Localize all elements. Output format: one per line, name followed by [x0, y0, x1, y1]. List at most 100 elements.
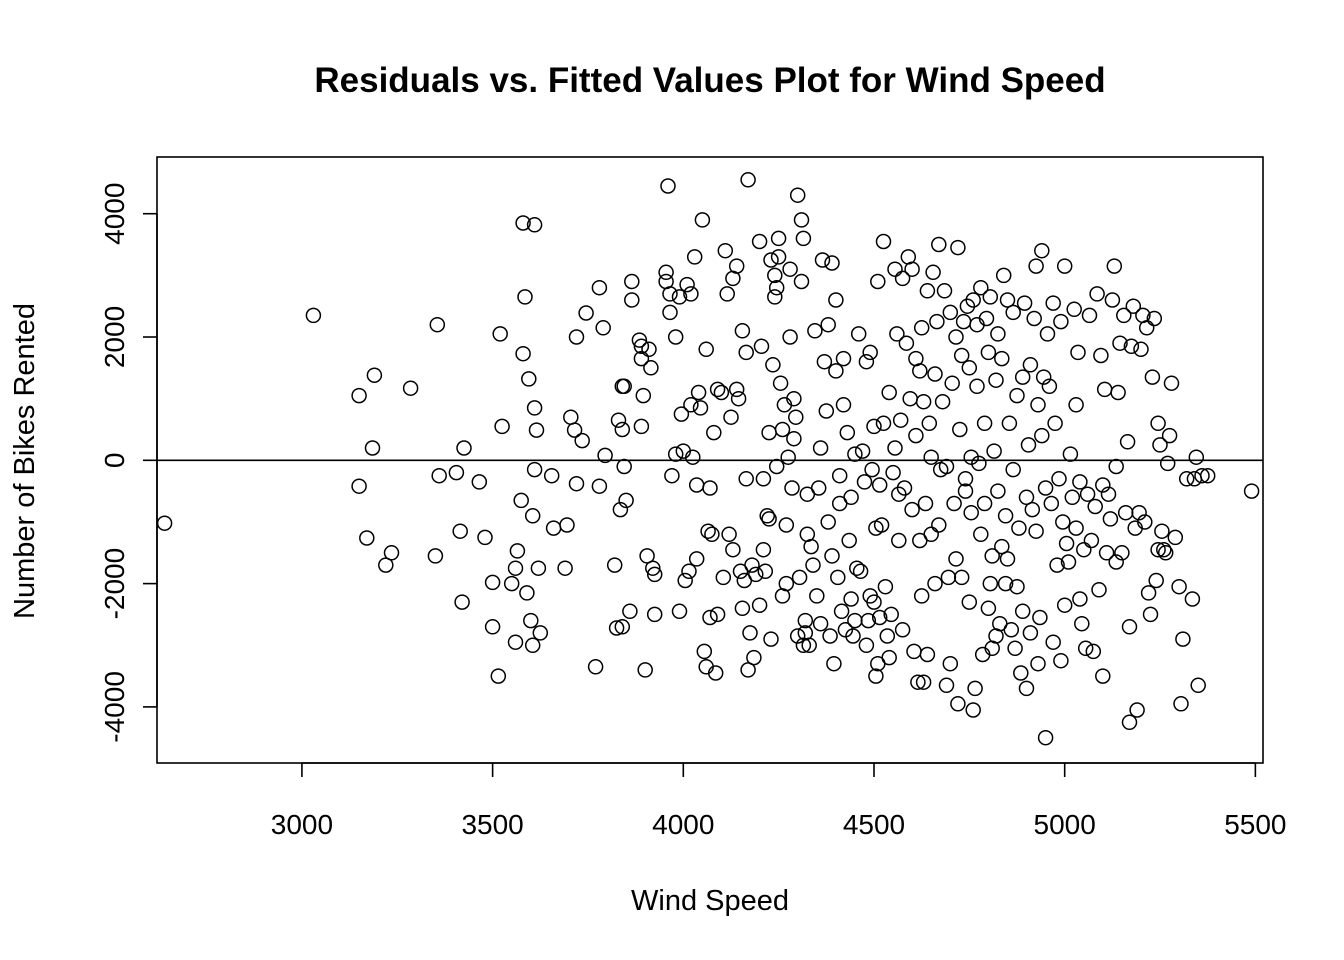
x-tick-label: 4500: [843, 809, 905, 840]
data-point: [984, 548, 1000, 564]
data-point: [1039, 326, 1056, 342]
data-point: [1053, 313, 1069, 330]
y-axis: -4000 -2000 0 2000 4000: [99, 183, 158, 743]
data-point: [812, 440, 829, 456]
data-point: [1022, 625, 1039, 641]
x-axis: 3000 3500 4000 4500 5000 5500: [271, 762, 1287, 840]
data-point: [1072, 474, 1088, 490]
data-point: [965, 292, 981, 308]
data-point: [1045, 634, 1061, 650]
data-point: [906, 643, 922, 660]
data-point: [744, 557, 760, 573]
data-point: [780, 449, 796, 465]
data-point: [639, 548, 655, 564]
data-point: [810, 480, 827, 496]
data-point: [1011, 520, 1027, 536]
data-point: [862, 344, 878, 361]
data-point: [791, 569, 808, 586]
data-point: [934, 393, 951, 410]
data-point: [1076, 541, 1092, 558]
data-point: [616, 378, 632, 395]
data-point: [1020, 437, 1037, 453]
data-point: [950, 696, 966, 712]
data-point: [849, 560, 865, 576]
data-point: [359, 530, 375, 546]
data-point: [1125, 298, 1142, 314]
x-tick-label: 5000: [1034, 809, 1096, 840]
data-point: [351, 387, 367, 404]
data-point: [1043, 495, 1060, 512]
data-point: [1062, 446, 1079, 462]
data-point: [931, 236, 947, 253]
data-point: [591, 478, 608, 494]
data-point: [715, 569, 732, 586]
data-point: [1001, 415, 1018, 432]
data-point: [994, 538, 1010, 555]
data-point: [1148, 572, 1164, 589]
data-point: [679, 276, 695, 293]
data-point: [452, 523, 468, 539]
data-point: [955, 313, 972, 330]
data-point: [740, 172, 756, 188]
data-point: [1243, 483, 1260, 499]
data-point: [938, 677, 955, 694]
data-point: [807, 323, 823, 339]
data-point: [927, 366, 943, 382]
data-point: [782, 261, 798, 277]
data-point: [633, 338, 650, 355]
data-point: [887, 261, 903, 277]
data-point: [1009, 387, 1025, 404]
data-point: [1178, 471, 1195, 487]
data-point: [692, 400, 709, 416]
data-point: [879, 628, 896, 644]
data-point: [1045, 295, 1061, 311]
data-point: [953, 347, 970, 364]
data-point: [902, 390, 918, 407]
data-point: [843, 489, 859, 506]
data-point: [976, 415, 993, 432]
data-point: [1018, 680, 1035, 697]
data-point: [1026, 310, 1042, 327]
data-point: [797, 612, 814, 629]
data-point: [912, 363, 928, 379]
data-point: [1161, 427, 1178, 444]
data-point: [608, 620, 625, 636]
data-point: [1144, 369, 1161, 385]
data-point: [673, 406, 690, 422]
data-point: [1034, 427, 1050, 444]
data-point: [545, 520, 562, 536]
data-point: [643, 360, 659, 376]
data-point: [364, 440, 381, 456]
data-point: [820, 316, 836, 333]
data-point: [883, 606, 899, 623]
data-point: [873, 517, 890, 533]
data-point: [1133, 341, 1149, 358]
data-point: [664, 467, 680, 484]
data-point: [713, 384, 730, 401]
data-point: [953, 569, 970, 586]
data-point: [612, 501, 629, 518]
data-point: [990, 326, 1006, 342]
data-point: [1018, 489, 1035, 506]
data-point: [725, 541, 741, 558]
data-point: [1173, 696, 1189, 712]
data-point: [635, 387, 652, 404]
data-point: [1112, 335, 1128, 351]
data-point: [871, 609, 888, 626]
data-point: [686, 249, 703, 265]
data-point: [789, 187, 806, 203]
data-point: [616, 458, 632, 475]
data-point: [904, 261, 920, 277]
data-point: [1121, 619, 1138, 635]
data-point: [1087, 498, 1103, 515]
data-point: [957, 483, 974, 499]
data-point: [671, 289, 688, 305]
data-point: [1121, 714, 1138, 731]
data-point: [1037, 480, 1054, 496]
data-point: [530, 560, 547, 576]
data-point: [706, 424, 722, 441]
data-point: [763, 631, 779, 647]
data-point: [624, 273, 640, 290]
data-point: [812, 615, 829, 632]
data-point: [768, 279, 785, 296]
